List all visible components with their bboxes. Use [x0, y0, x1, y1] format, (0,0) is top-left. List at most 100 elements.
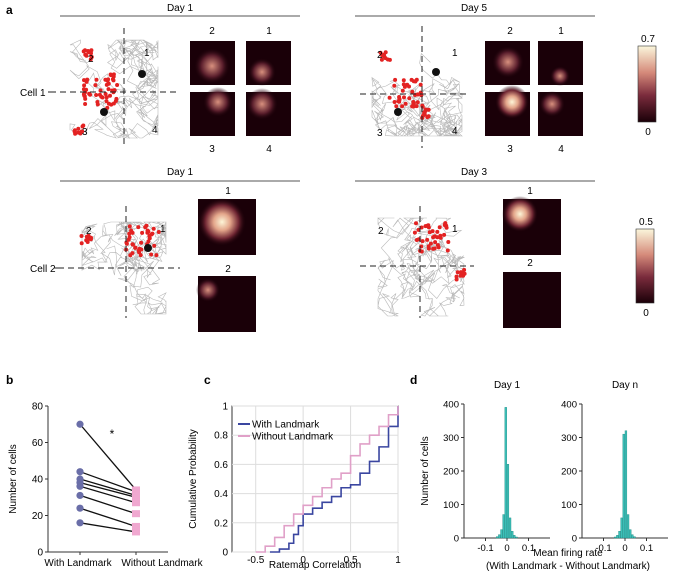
histogram-bar [629, 529, 632, 539]
colorbar-scale [637, 45, 657, 123]
spike-marker [433, 240, 438, 245]
chart-d-day1: d Day 1 0 100 200 300 400 -0.1 0 0.1 Number of cel… [410, 373, 550, 554]
spike-marker [85, 240, 90, 244]
spike-marker [445, 248, 450, 253]
spike-marker [460, 270, 465, 275]
trajectory-path [81, 221, 167, 315]
histogram-bar [502, 514, 505, 539]
spike-marker [454, 274, 459, 279]
pair-line [79, 522, 137, 533]
landmark-marker [144, 244, 152, 252]
spike-marker [422, 110, 427, 115]
y-tick-label: 200 [443, 467, 459, 478]
spike-marker [83, 102, 88, 106]
cell2-row-label: Cell 2 [30, 264, 56, 275]
cell2-day1-group: Day 1 2 1 Cell 2 1 2 [30, 167, 300, 332]
spike-marker [143, 225, 148, 230]
spike-marker [424, 223, 429, 228]
cell1-day5-q2-label: 2 [377, 50, 383, 61]
spike-marker [378, 50, 383, 55]
histogram-bar [498, 534, 501, 539]
with-landmark-point [76, 468, 84, 476]
spike-marker [111, 74, 116, 79]
with-landmark-point [76, 482, 84, 490]
cell1-day1-trajectory [69, 39, 159, 139]
ratemap [503, 272, 561, 328]
spike-marker [106, 81, 111, 86]
ratemap-field [248, 58, 276, 86]
spike-marker [410, 89, 415, 94]
y-axis-label: Number of cells [420, 436, 431, 505]
colorbar-cell1: 0.7 0 [637, 34, 657, 138]
spike-marker [147, 234, 152, 238]
y-tick-label: 400 [443, 400, 459, 411]
cell1-day1-q4-label: 4 [152, 125, 158, 136]
spike-marker [133, 245, 138, 250]
ratemap-field [246, 88, 278, 120]
spike-marker [82, 83, 87, 88]
histogram-bar [624, 430, 628, 539]
spike-marker [428, 241, 433, 246]
ratemap-field [495, 85, 529, 119]
histogram-bar [513, 535, 516, 539]
ratemap-field [196, 278, 220, 302]
trajectory-path [69, 39, 159, 139]
cell1-day5-map-q2-label: 2 [507, 26, 513, 37]
spike-marker [124, 240, 129, 245]
spike-marker [151, 226, 156, 231]
spike-marker [435, 243, 440, 248]
spike-marker [418, 82, 423, 87]
spike-marker [411, 79, 416, 84]
spike-marker [414, 221, 418, 226]
x-tick-label: -0.5 [247, 555, 265, 566]
pair-line [79, 423, 137, 491]
histogram-bar [616, 535, 619, 539]
spike-marker [444, 225, 449, 230]
spike-marker [431, 235, 436, 240]
spike-marker [88, 92, 93, 97]
pair-line [79, 507, 137, 528]
ratemap-field [194, 48, 230, 84]
spike-marker [454, 277, 459, 282]
y-tick-label: 40 [32, 475, 44, 486]
cell1-row-label: Cell 1 [20, 88, 46, 99]
landmark-marker [100, 108, 108, 116]
histogram-bar [614, 536, 617, 539]
spike-marker [127, 235, 132, 240]
x-tick-label: 0.5 [344, 555, 358, 566]
spike-marker [420, 104, 425, 109]
histogram-bar [622, 433, 625, 539]
category-label: With Landmark [44, 558, 112, 569]
cell2-day3-trajectory [377, 217, 467, 317]
y-tick-label: 100 [561, 500, 577, 511]
spike-marker [425, 115, 430, 120]
spike-marker [127, 224, 132, 229]
spike-marker [72, 128, 77, 133]
spike-marker [95, 102, 100, 107]
x-axis-label-line1: Mean firing rate [533, 548, 603, 559]
cell2-day3-q1-label: 1 [452, 224, 458, 235]
y-tick-label: 80 [32, 402, 44, 413]
y-tick-label: 0 [572, 534, 577, 545]
spike-marker [430, 229, 435, 234]
spike-marker [130, 230, 135, 235]
spike-marker [415, 92, 420, 97]
colorbar-max-label: 0.7 [641, 34, 655, 45]
landmark-marker [394, 108, 402, 116]
spike-marker [138, 253, 143, 258]
spike-marker [82, 78, 86, 83]
histogram-title: Day 1 [494, 380, 521, 391]
spike-marker [407, 96, 412, 101]
cell2-day3-group: Day 3 2 1 1 2 [355, 167, 595, 328]
spike-marker [127, 231, 132, 236]
significance-marker: * [110, 427, 115, 441]
spike-marker [426, 107, 431, 112]
with-landmark-point [76, 491, 84, 500]
spike-marker [410, 104, 415, 109]
y-tick-label: 0 [37, 548, 43, 559]
spike-marker [136, 225, 141, 230]
spike-marker [415, 100, 420, 105]
spike-marker [426, 246, 431, 251]
cell1-day1-group: Day 1 2 1 3 4 Cell 1 2 1 3 4 [20, 3, 300, 155]
panel-a-label: a [6, 3, 13, 17]
